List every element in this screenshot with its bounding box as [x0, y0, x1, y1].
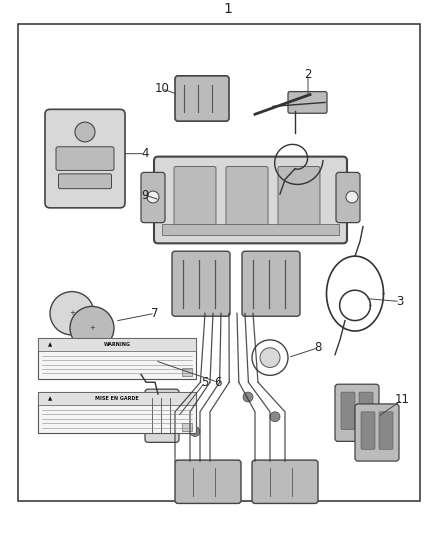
FancyBboxPatch shape	[355, 404, 399, 461]
Text: ▲: ▲	[48, 342, 52, 347]
Bar	[182, 423, 192, 431]
Text: 1: 1	[223, 2, 232, 15]
Circle shape	[75, 122, 95, 142]
FancyBboxPatch shape	[56, 147, 114, 171]
Bar	[162, 224, 339, 236]
Text: +: +	[89, 325, 95, 331]
FancyBboxPatch shape	[172, 251, 230, 316]
FancyBboxPatch shape	[59, 174, 112, 189]
Text: +: +	[69, 310, 75, 316]
Circle shape	[190, 426, 200, 437]
FancyBboxPatch shape	[145, 389, 179, 442]
FancyBboxPatch shape	[175, 76, 229, 121]
FancyBboxPatch shape	[45, 109, 125, 208]
FancyBboxPatch shape	[252, 460, 318, 504]
Circle shape	[70, 306, 114, 350]
Text: 11: 11	[395, 393, 410, 407]
Text: MISE EN GARDE: MISE EN GARDE	[95, 396, 139, 401]
Circle shape	[243, 392, 253, 402]
Circle shape	[50, 292, 94, 335]
Circle shape	[147, 191, 159, 203]
Circle shape	[346, 191, 358, 203]
FancyBboxPatch shape	[379, 412, 393, 449]
FancyBboxPatch shape	[226, 166, 268, 233]
Bar	[38, 392, 196, 433]
Text: 5: 5	[201, 376, 208, 389]
Text: 8: 8	[314, 341, 321, 354]
Bar	[38, 338, 196, 379]
FancyBboxPatch shape	[154, 157, 347, 244]
FancyBboxPatch shape	[141, 172, 165, 223]
Text: 3: 3	[396, 295, 404, 308]
FancyBboxPatch shape	[174, 166, 216, 233]
FancyBboxPatch shape	[175, 460, 241, 504]
FancyBboxPatch shape	[341, 392, 355, 430]
FancyBboxPatch shape	[242, 251, 300, 316]
Bar	[182, 368, 192, 376]
Circle shape	[260, 348, 280, 367]
FancyBboxPatch shape	[359, 392, 373, 430]
Text: 4: 4	[141, 147, 149, 160]
Bar	[38, 338, 196, 351]
FancyBboxPatch shape	[335, 384, 379, 441]
Circle shape	[281, 173, 289, 181]
FancyBboxPatch shape	[361, 412, 375, 449]
Circle shape	[270, 412, 280, 422]
FancyBboxPatch shape	[336, 172, 360, 223]
FancyBboxPatch shape	[288, 92, 327, 114]
Text: ▲: ▲	[48, 396, 52, 401]
Text: 6: 6	[214, 376, 222, 389]
FancyBboxPatch shape	[278, 166, 320, 233]
Bar	[38, 392, 196, 405]
Text: 9: 9	[141, 189, 149, 201]
Text: 10: 10	[155, 82, 170, 95]
Text: 2: 2	[304, 68, 312, 82]
Text: WARNING: WARNING	[103, 342, 131, 347]
Text: 7: 7	[151, 307, 159, 320]
